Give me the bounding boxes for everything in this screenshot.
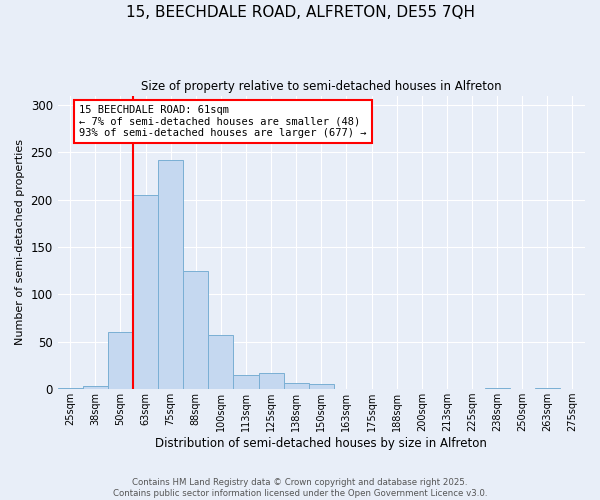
Bar [535,388,560,389]
Y-axis label: Number of semi-detached properties: Number of semi-detached properties [15,140,25,346]
X-axis label: Distribution of semi-detached houses by size in Alfreton: Distribution of semi-detached houses by … [155,437,487,450]
Text: 15, BEECHDALE ROAD, ALFRETON, DE55 7QH: 15, BEECHDALE ROAD, ALFRETON, DE55 7QH [125,5,475,20]
Bar [259,373,284,389]
Bar [83,386,108,389]
Bar [108,332,133,389]
Bar [133,195,158,389]
Bar [284,382,309,389]
Title: Size of property relative to semi-detached houses in Alfreton: Size of property relative to semi-detach… [141,80,502,93]
Bar [58,388,83,389]
Bar [208,335,233,389]
Bar [158,160,183,389]
Text: 15 BEECHDALE ROAD: 61sqm
← 7% of semi-detached houses are smaller (48)
93% of se: 15 BEECHDALE ROAD: 61sqm ← 7% of semi-de… [79,105,367,138]
Bar [485,388,509,389]
Bar [309,384,334,389]
Bar [233,375,259,389]
Text: Contains HM Land Registry data © Crown copyright and database right 2025.
Contai: Contains HM Land Registry data © Crown c… [113,478,487,498]
Bar [183,271,208,389]
